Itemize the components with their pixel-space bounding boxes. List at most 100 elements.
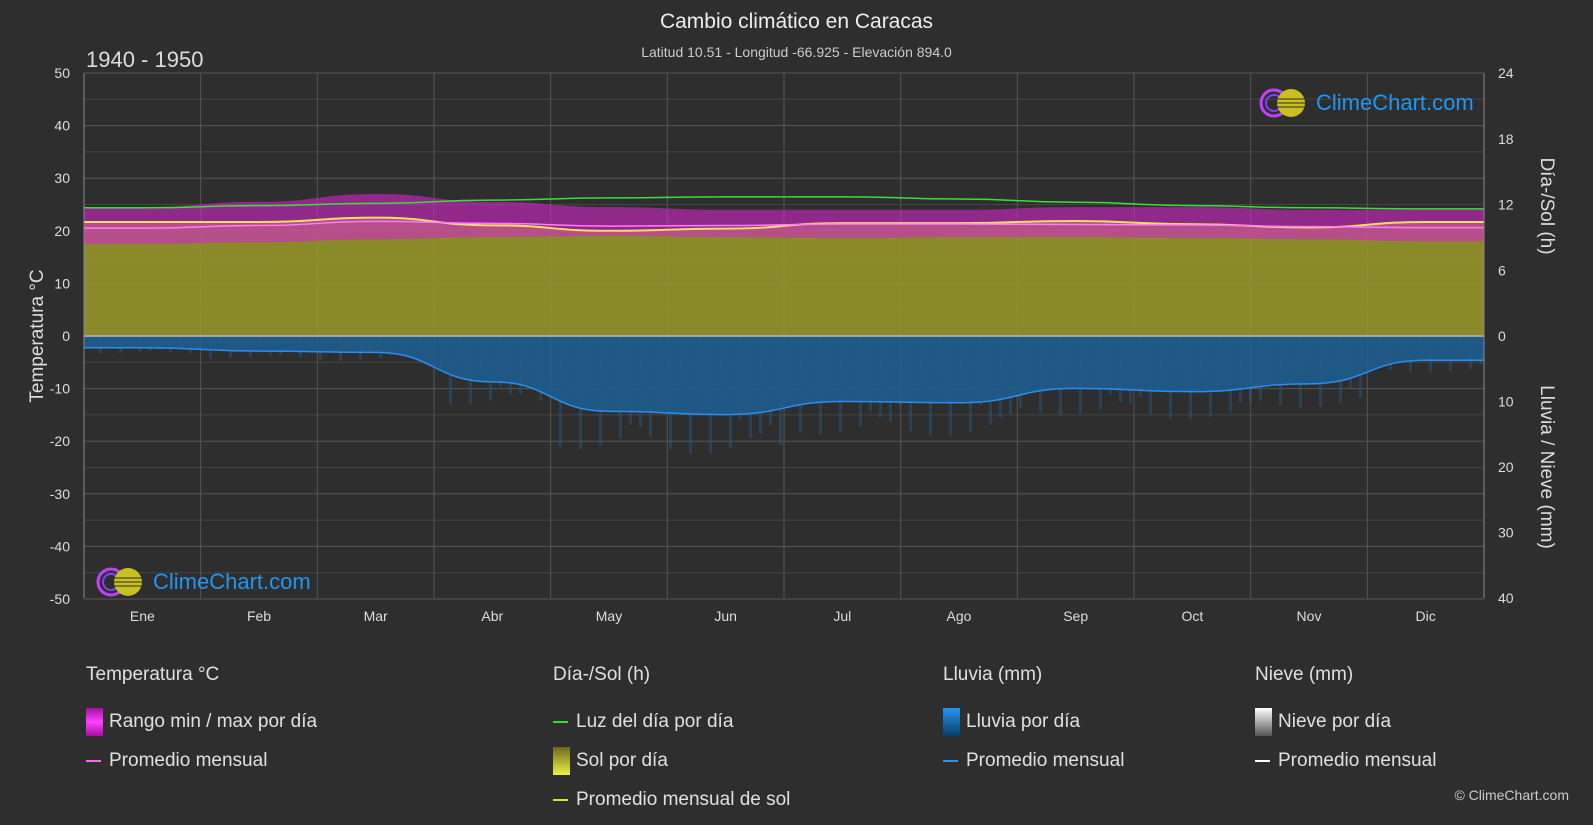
rain-day-bar (549, 336, 552, 378)
rain-day-bar (919, 336, 922, 393)
rain-day-bar (209, 336, 212, 359)
rain-day-bar (1319, 336, 1322, 407)
legend-item: Promedio mensual (86, 741, 317, 780)
left-tick-label: -30 (50, 486, 70, 502)
rain-day-bar (1479, 336, 1482, 365)
rain-day-bar (729, 336, 732, 448)
rain-day-bar (469, 336, 472, 404)
rain-day-bar (139, 336, 142, 352)
logo-bottom[interactable]: ClimeChart.com (95, 566, 311, 598)
right-tick-label: 0 (1498, 328, 1506, 344)
right-tick-label: 12 (1498, 197, 1514, 213)
rain-day-bar (1199, 336, 1202, 380)
rain-day-bar (1339, 336, 1342, 404)
x-tick-label: Abr (481, 608, 503, 624)
rain-day-bar (229, 336, 232, 359)
sunshine-area (84, 217, 1484, 336)
rain-day-bar (1229, 336, 1232, 411)
rain-day-bar (829, 336, 832, 384)
legend-item: Sol por día (553, 741, 790, 780)
rain-day-bar (579, 336, 582, 449)
rain-day-bar (799, 336, 802, 433)
rain-day-bar (1129, 336, 1132, 404)
series-lines (83, 196, 1484, 416)
rain-day-bar (1349, 336, 1352, 388)
rain-day-bar (299, 336, 302, 358)
rain-day-bar (1049, 336, 1052, 376)
rain-day-bar (879, 336, 882, 418)
rain-day-bar (379, 336, 382, 358)
right-tick-label: 24 (1498, 65, 1514, 81)
rain-day-bar (749, 336, 752, 439)
rain-day-bar (1109, 336, 1112, 395)
rain-day-bar (939, 336, 942, 377)
rain-day-bar (589, 336, 592, 394)
legend-sun: Día-/Sol (h) Luz del día por día Sol por… (553, 664, 790, 819)
rain-day-bar (1139, 336, 1142, 397)
legend-swatch (86, 759, 101, 762)
rain-day-bar (389, 336, 392, 356)
legend-label: Promedio mensual (109, 749, 268, 771)
rain-day-bar (999, 336, 1002, 418)
rain-day-bar (509, 336, 512, 395)
rain-day-bar (279, 336, 282, 356)
left-tick-label: 40 (54, 118, 70, 134)
rain-day-bar (699, 336, 702, 386)
rain-day-bar (489, 336, 492, 401)
rain-day-bar (1239, 336, 1242, 403)
copyright: © ClimeChart.com (1454, 787, 1569, 803)
rain-day-bar (929, 336, 932, 436)
legend-label: Sol por día (576, 749, 668, 771)
right-tick-label: 30 (1498, 525, 1514, 541)
left-tick-label: 50 (54, 65, 70, 81)
rain-day-bar (359, 336, 362, 360)
rain-day-bar (529, 336, 532, 387)
right-tick-label: 18 (1498, 131, 1514, 147)
legend-rain: Lluvia (mm) Lluvia por día Promedio mens… (943, 664, 1124, 780)
legend-swatch (553, 720, 568, 723)
rain-day-bar (429, 336, 432, 360)
rain-day-bar (1359, 336, 1362, 398)
rain-day-bar (1369, 336, 1372, 367)
rain-day-bar (1099, 336, 1102, 410)
rain-day-bar (559, 336, 562, 448)
x-tick-label: May (596, 608, 622, 624)
rain-day-bar (859, 336, 862, 427)
legend-item: Nieve por día (1255, 702, 1436, 741)
chart-axes: 50 40 30 20 10 0 -10 -20 -30 -40 -50 24 18 12 6 0 10 20 30… (50, 65, 1514, 624)
rain-day-bar (669, 336, 672, 450)
left-tick-label: -10 (50, 381, 70, 397)
legend-label: Luz del día por día (576, 710, 734, 732)
x-tick-label: Mar (364, 608, 388, 624)
rain-day-bar (689, 336, 692, 454)
logo-top[interactable]: ClimeChart.com (1258, 87, 1474, 119)
rain-day-bar (1089, 336, 1092, 384)
right-tick-label: 6 (1498, 262, 1506, 278)
rain-day-bar (289, 336, 292, 353)
rain-day-bar (539, 336, 542, 401)
x-tick-label: Sep (1063, 608, 1088, 624)
rain-day-bar (129, 336, 132, 349)
x-tick-label: Ene (130, 608, 155, 624)
rain-day-bar (99, 336, 102, 354)
rain-day-bar (609, 336, 612, 410)
rain-day-bar (1419, 336, 1422, 353)
rain-day-bar (789, 336, 792, 398)
rain-day-bar (649, 336, 652, 437)
left-axis-label: Temperatura °C (27, 269, 48, 402)
rain-day-bar (1289, 336, 1292, 374)
legend-item: Lluvia por día (943, 702, 1124, 741)
left-tick-label: -20 (50, 433, 70, 449)
rain-day-bar (1159, 336, 1162, 385)
legend-label: Promedio mensual (966, 749, 1125, 771)
rain-average-line (83, 347, 1484, 416)
rain-day-bar (349, 336, 352, 350)
rain-day-bar (719, 336, 722, 404)
rain-day-bar (1409, 336, 1412, 372)
rain-day-bar (89, 336, 92, 344)
rain-day-bar (1429, 336, 1432, 373)
left-tick-label: 20 (54, 223, 70, 239)
rain-day-bar (619, 336, 622, 439)
rain-day-bar (1299, 336, 1302, 408)
rain-day-bar (979, 336, 982, 406)
